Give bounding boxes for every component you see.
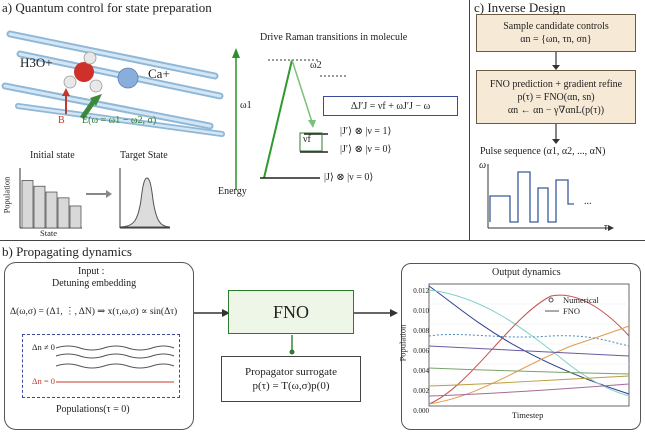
propagator-box: Propagator surrogate p(τ) = T(ω,σ)p(0) — [221, 356, 361, 402]
fno-label: FNO — [272, 301, 309, 322]
level-top-label: |J′⟩ ⊗ |ν = 1⟩ — [340, 126, 392, 137]
panel-divider-horizontal — [0, 240, 645, 241]
level-mid-label: |J′⟩ ⊗ |ν = 0⟩ — [340, 144, 392, 155]
y-tick: 0.000 — [413, 407, 429, 415]
state-transfer-arrow — [106, 190, 112, 198]
b-field-label: B — [58, 115, 65, 126]
initial-state-bar — [57, 197, 70, 229]
detuning-label: Detuning embedding — [52, 278, 137, 289]
target-state-curve — [119, 177, 171, 228]
e-field-label: E(ω = ω1 − ω2, σ) — [82, 115, 157, 126]
omega1-label: ω1 — [240, 100, 252, 111]
detuning-equation-box: ΔJ′J = νf + ωJ′J − ω — [323, 96, 458, 116]
output-ylabel: Population — [397, 324, 408, 362]
initial-state-bars — [21, 180, 82, 229]
panel-divider-vertical — [469, 0, 470, 240]
inverse-design-arrows — [552, 52, 560, 144]
sample-controls-line1: Sample candidate controls — [503, 21, 609, 32]
molecule-h3o — [63, 51, 103, 93]
fno-refine-line3: αn ← αn − γ∇αnL(p(τ)) — [507, 104, 605, 116]
flow-arrows — [194, 309, 398, 355]
populations-label: Populations(τ = 0) — [56, 404, 130, 415]
down-arrow-2 — [552, 139, 560, 144]
level-bottom-label: |J⟩ ⊗ |ν = 0⟩ — [324, 172, 374, 183]
down-arrow-1 — [552, 65, 560, 70]
pulse-tau-axis: τ — [604, 222, 608, 233]
raman-title: Drive Raman transitions in molecule — [260, 32, 408, 43]
fno-to-output-arrow — [390, 309, 398, 317]
y-tick: 0.004 — [413, 367, 429, 375]
fno-refine-box: FNO prediction + gradient refine p(τ) = … — [476, 70, 636, 124]
detuning-equation: ΔJ′J = νf + ωJ′J − ω — [350, 100, 431, 112]
energy-label: Energy — [218, 186, 247, 197]
panel-c-title: c) Inverse Design — [474, 0, 566, 15]
fno-box: FNO — [228, 290, 354, 334]
pulse-waveform — [489, 171, 574, 223]
output-dynamics-plot — [428, 283, 630, 407]
y-tick-labels: 0.012 0.010 0.008 0.006 0.004 0.002 0.00… — [405, 281, 429, 421]
initial-state-bar — [69, 205, 82, 229]
nu-f-bracket — [299, 132, 323, 152]
sample-controls-line2: αn = {ωn, τn, σn} — [520, 34, 592, 45]
output-xlabel: Timestep — [512, 410, 544, 420]
omega2-label: ω2 — [310, 60, 322, 71]
e-field-arrow — [90, 94, 102, 106]
input-title: Input : — [78, 266, 105, 277]
y-tick: 0.012 — [413, 287, 429, 295]
state-population-plots — [19, 168, 171, 229]
raman-level-diagram — [232, 48, 348, 190]
pulse-omega-axis: ω — [479, 160, 487, 171]
initial-state-label: Initial state — [30, 150, 75, 161]
input-to-fno-arrow — [222, 309, 230, 317]
molecule-label: H3O+ — [20, 55, 53, 70]
y-tick: 0.010 — [413, 307, 429, 315]
initial-state-bar — [33, 185, 46, 229]
target-state-label: Target State — [120, 150, 168, 161]
initial-state-bar — [45, 191, 58, 229]
delta-nonzero-label: Δn ≠ 0 — [32, 342, 55, 352]
output-title: Output dynamics — [492, 267, 561, 278]
state-axis-label: State — [40, 228, 57, 238]
fno-refine-line1: FNO prediction + gradient refine — [489, 78, 623, 90]
y-tick: 0.008 — [413, 327, 429, 335]
y-tick: 0.006 — [413, 347, 429, 355]
legend-fno: FNO — [563, 306, 581, 316]
y-tick: 0.002 — [413, 387, 429, 395]
population-wave-lines — [55, 345, 175, 383]
propagator-line1: Propagator surrogate — [245, 366, 337, 378]
pulse-sequence-title: Pulse sequence (α1, α2, ..., αN) — [480, 146, 606, 157]
panel-a-title: a) Quantum control for state preparation — [2, 0, 212, 15]
dynamics-curves — [428, 285, 630, 405]
initial-state-bar — [21, 180, 34, 229]
delta-zero-label: Δn = 0 — [32, 376, 56, 386]
embedding-formula: Δ(ω,σ) = (Δ1, ⋮, ΔN) ⇒ x(τ,ω,σ) ∝ sin(Δτ… — [10, 307, 178, 317]
calcium-ion — [117, 67, 139, 89]
omega2-arrow — [291, 59, 313, 123]
propagator-line2: p(τ) = T(ω,σ)p(0) — [252, 380, 330, 392]
fno-refine-line2: p(τ) = FNO(αn, sn) — [517, 91, 595, 103]
ion-trap-illustration — [1, 30, 225, 137]
population-axis-label: Population — [1, 176, 12, 214]
legend-numerical-marker — [548, 297, 554, 303]
nu-f-label: νf — [303, 134, 311, 145]
legend-numerical: Numerical — [563, 295, 599, 305]
omega1-arrow — [263, 59, 293, 179]
pulse-dots: ... — [584, 196, 592, 207]
pulse-sequence-plot — [487, 164, 614, 231]
panel-b-title: b) Propagating dynamics — [2, 244, 132, 259]
sample-controls-box: Sample candidate controls αn = {ωn, τn, … — [476, 14, 636, 52]
ion-label: Ca+ — [148, 66, 170, 81]
